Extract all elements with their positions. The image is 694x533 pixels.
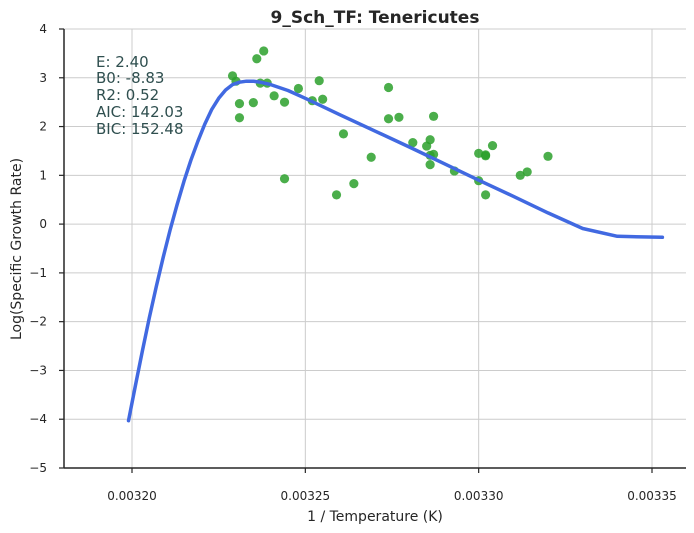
y-tick-label: −3 — [29, 363, 47, 377]
y-tick-label: 2 — [39, 120, 47, 134]
data-point — [515, 170, 525, 180]
fit-line-group — [126, 79, 665, 423]
y-tick-label: −5 — [29, 461, 47, 475]
stat-b0: B0: -8.83 — [96, 69, 164, 87]
data-point — [425, 135, 435, 145]
data-point — [543, 151, 553, 161]
x-tick-label: 0.00325 — [281, 489, 331, 503]
data-point — [234, 99, 245, 109]
data-point — [234, 113, 245, 123]
data-point — [522, 167, 532, 177]
data-point — [349, 179, 359, 189]
data-point — [383, 114, 394, 124]
chart-title: 9_Sch_TF: Tenericutes — [271, 8, 480, 28]
axes — [63, 29, 686, 469]
y-tick-label: 0 — [39, 217, 47, 231]
data-point — [279, 174, 290, 184]
data-points — [227, 46, 553, 200]
y-tick-label: 4 — [39, 22, 47, 36]
x-tick-label: 0.00330 — [454, 489, 504, 503]
data-point — [259, 46, 269, 56]
data-point — [408, 138, 418, 148]
stat-e: E: 2.40 — [96, 53, 149, 71]
data-point — [279, 97, 290, 107]
x-tick-label: 0.00320 — [107, 489, 157, 503]
stat-r2: R2: 0.52 — [96, 86, 159, 104]
data-point — [481, 150, 491, 160]
data-point — [425, 160, 435, 170]
x-axis-label: 1 / Temperature (K) — [307, 509, 443, 525]
data-point — [318, 94, 328, 104]
stat-aic: AIC: 142.03 — [96, 103, 183, 121]
data-point — [429, 111, 439, 121]
fit-stats-annotation: E: 2.40 B0: -8.83 R2: 0.52 AIC: 142.03 B… — [96, 53, 184, 138]
y-tick-label: −2 — [29, 315, 47, 329]
x-ticks: 0.00320 0.00325 0.00330 0.00335 — [107, 468, 677, 503]
data-point — [269, 91, 279, 101]
data-point — [314, 76, 324, 86]
y-tick-label: −1 — [29, 266, 47, 280]
data-point — [366, 152, 376, 162]
data-point — [487, 140, 498, 151]
data-point — [331, 190, 342, 200]
y-axis-label: Log(Specific Growth Rate) — [9, 158, 25, 340]
y-ticks: −5 −4 −3 −2 −1 0 1 2 3 4 — [29, 22, 64, 475]
y-tick-label: 3 — [39, 71, 47, 85]
data-point — [474, 148, 484, 158]
y-tick-label: −4 — [29, 412, 47, 426]
stat-bic: BIC: 152.48 — [96, 120, 184, 138]
data-point — [293, 83, 303, 94]
fit-line — [126, 79, 665, 423]
data-point — [248, 98, 258, 108]
data-point — [252, 54, 262, 64]
data-point — [481, 190, 491, 200]
data-point — [394, 112, 404, 122]
data-point — [338, 129, 349, 139]
data-point — [383, 82, 394, 93]
y-tick-label: 1 — [39, 168, 47, 182]
x-tick-label: 0.00335 — [627, 489, 677, 503]
